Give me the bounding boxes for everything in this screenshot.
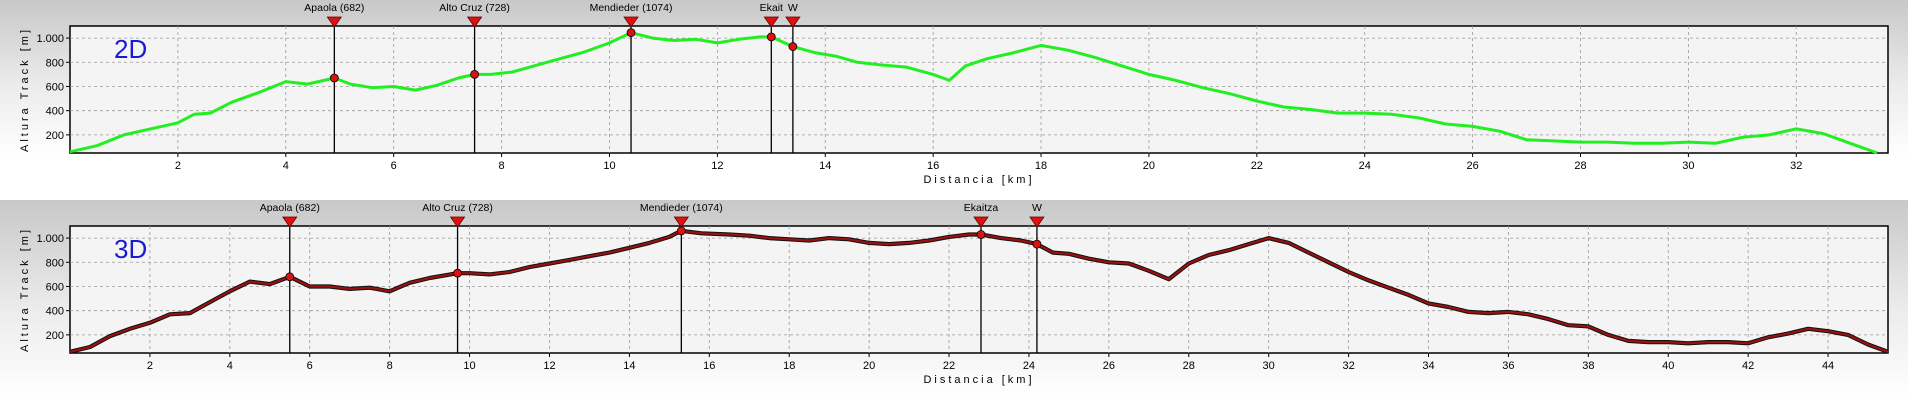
x-tick-label: 26 bbox=[1466, 160, 1478, 172]
y-tick-label: 200 bbox=[46, 130, 64, 142]
waypoint-marker: Ekaitza bbox=[964, 202, 999, 353]
waypoint-label: Ekait bbox=[760, 2, 783, 14]
x-tick-label: 14 bbox=[623, 360, 635, 372]
x-tick-label: 28 bbox=[1183, 360, 1195, 372]
y-axis-label: Altura Track [m] bbox=[19, 227, 31, 352]
x-tick-label: 42 bbox=[1742, 360, 1754, 372]
x-tick-label: 22 bbox=[1251, 160, 1263, 172]
waypoint-point bbox=[285, 272, 295, 282]
y-tick-label: 800 bbox=[46, 57, 64, 69]
waypoint-label: Mendieder (1074) bbox=[640, 202, 723, 214]
x-tick-label: 24 bbox=[1023, 360, 1035, 372]
x-tick-label: 4 bbox=[227, 360, 233, 372]
waypoint-marker: Alto Cruz (728) bbox=[439, 2, 510, 153]
waypoint-point bbox=[329, 73, 339, 83]
x-tick-label: 36 bbox=[1502, 360, 1514, 372]
y-tick-label: 800 bbox=[46, 257, 64, 269]
waypoint-point bbox=[788, 42, 798, 51]
waypoint-marker: Mendieder (1074) bbox=[640, 202, 723, 353]
x-tick-label: 32 bbox=[1790, 160, 1802, 172]
x-tick-label: 6 bbox=[391, 160, 397, 172]
x-tick-label: 2 bbox=[147, 360, 153, 372]
panel-title: 2D bbox=[114, 34, 147, 64]
waypoint-flag-icon bbox=[281, 216, 298, 228]
x-tick-label: 30 bbox=[1263, 360, 1275, 372]
waypoint-point bbox=[626, 28, 636, 38]
waypoint-label: W bbox=[1032, 202, 1042, 214]
x-tick-label: 6 bbox=[307, 360, 313, 372]
waypoint-flag-icon bbox=[785, 16, 801, 28]
waypoint-flag-icon bbox=[449, 216, 466, 228]
waypoint-marker: Ekait bbox=[760, 2, 783, 153]
x-tick-label: 40 bbox=[1662, 360, 1674, 372]
waypoint-label: W bbox=[788, 2, 798, 14]
waypoint-point bbox=[1032, 239, 1042, 249]
x-tick-label: 2 bbox=[175, 160, 181, 172]
x-tick-label: 26 bbox=[1103, 360, 1115, 372]
y-tick-label: 600 bbox=[46, 281, 64, 293]
y-tick-label: 400 bbox=[46, 306, 64, 318]
y-tick-label: 600 bbox=[46, 81, 64, 93]
x-tick-label: 8 bbox=[387, 360, 393, 372]
plot-area bbox=[69, 25, 1889, 154]
waypoint-marker: W bbox=[785, 2, 801, 153]
waypoint-marker: Mendieder (1074) bbox=[590, 2, 673, 153]
x-tick-label: 32 bbox=[1342, 360, 1354, 372]
elevation-line bbox=[69, 31, 1878, 155]
waypoint-label: Alto Cruz (728) bbox=[439, 2, 510, 14]
y-tick-label: 1.000 bbox=[36, 233, 64, 245]
x-axis-label: Distancia [km] bbox=[923, 174, 1034, 186]
waypoint-point bbox=[676, 226, 686, 236]
waypoint-flag-icon bbox=[466, 16, 483, 28]
x-tick-label: 18 bbox=[1035, 160, 1047, 172]
x-tick-label: 38 bbox=[1582, 360, 1594, 372]
x-tick-label: 10 bbox=[603, 160, 615, 172]
waypoint-point bbox=[766, 32, 776, 42]
y-tick-label: 400 bbox=[46, 106, 64, 118]
waypoint-flag-icon bbox=[326, 16, 343, 28]
waypoint-flag-icon bbox=[973, 216, 989, 228]
x-tick-label: 20 bbox=[1143, 160, 1155, 172]
x-tick-label: 10 bbox=[463, 360, 475, 372]
waypoint-point bbox=[470, 69, 479, 79]
y-tick-label: 1.000 bbox=[36, 33, 64, 45]
waypoint-flag-icon bbox=[763, 16, 780, 28]
x-tick-label: 12 bbox=[711, 160, 723, 172]
y-axis-label: Altura Track [m] bbox=[19, 27, 31, 152]
panel-title: 3D bbox=[114, 234, 147, 264]
x-tick-label: 24 bbox=[1359, 160, 1371, 172]
x-tick-label: 14 bbox=[819, 160, 831, 172]
x-tick-label: 28 bbox=[1574, 160, 1586, 172]
waypoint-point bbox=[976, 230, 986, 239]
waypoint-marker: W bbox=[1029, 202, 1045, 353]
waypoint-flag-icon bbox=[673, 216, 690, 228]
waypoint-flag-icon bbox=[1029, 216, 1045, 228]
waypoint-label: Apaola (682) bbox=[260, 202, 320, 214]
x-tick-label: 20 bbox=[863, 360, 875, 372]
waypoint-label: Mendieder (1074) bbox=[590, 2, 673, 14]
x-tick-label: 12 bbox=[543, 360, 555, 372]
x-tick-label: 22 bbox=[943, 360, 955, 372]
x-tick-label: 4 bbox=[283, 160, 289, 172]
x-tick-label: 44 bbox=[1822, 360, 1834, 372]
waypoint-marker: Apaola (682) bbox=[304, 2, 364, 153]
waypoint-marker: Alto Cruz (728) bbox=[422, 202, 493, 353]
x-tick-label: 34 bbox=[1422, 360, 1434, 372]
x-tick-label: 30 bbox=[1682, 160, 1694, 172]
waypoint-marker: Apaola (682) bbox=[260, 202, 320, 353]
x-axis-label: Distancia [km] bbox=[923, 374, 1034, 386]
waypoint-label: Alto Cruz (728) bbox=[422, 202, 493, 214]
x-tick-label: 8 bbox=[499, 160, 505, 172]
waypoint-label: Apaola (682) bbox=[304, 2, 364, 14]
waypoint-flag-icon bbox=[623, 16, 639, 28]
x-tick-label: 16 bbox=[927, 160, 939, 172]
x-tick-label: 16 bbox=[703, 360, 715, 372]
waypoint-label: Ekaitza bbox=[964, 202, 999, 214]
waypoint-point bbox=[453, 268, 462, 278]
y-tick-label: 200 bbox=[46, 330, 64, 342]
x-tick-label: 18 bbox=[783, 360, 795, 372]
